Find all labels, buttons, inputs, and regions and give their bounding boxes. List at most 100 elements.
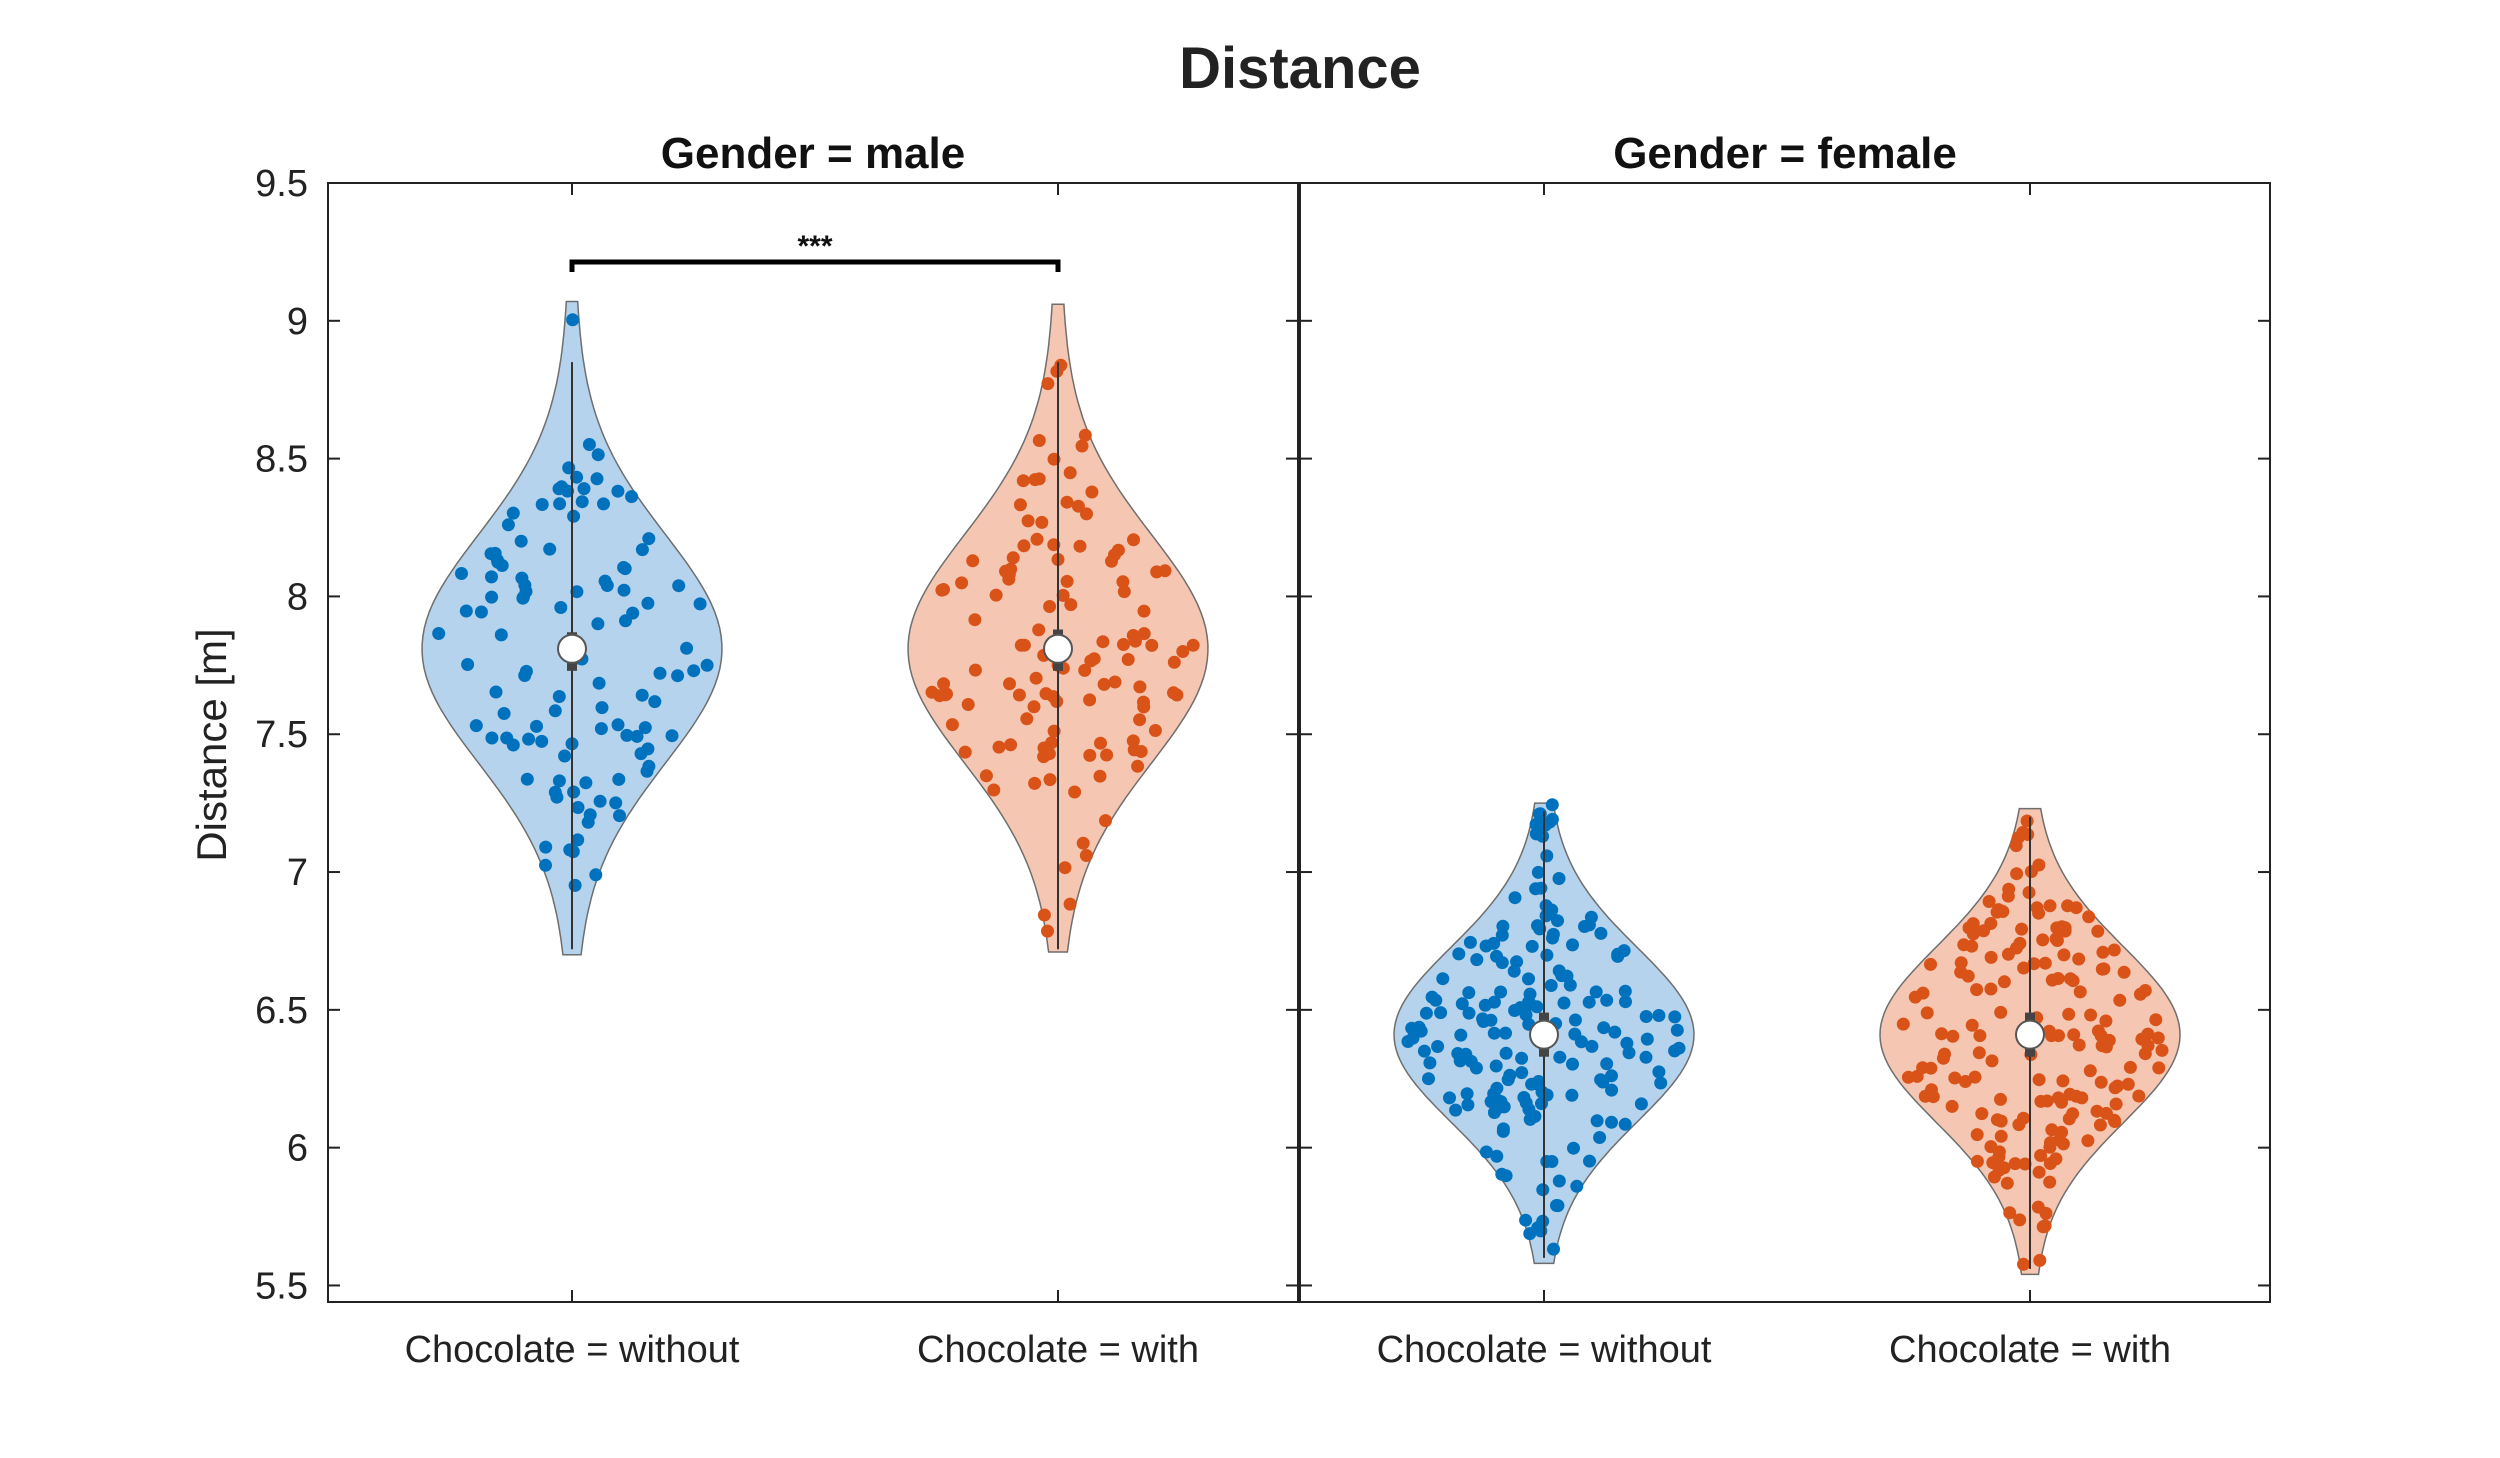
data-point bbox=[1570, 1179, 1584, 1193]
data-point bbox=[1982, 895, 1996, 908]
data-point bbox=[1030, 532, 1044, 546]
data-point bbox=[1597, 1021, 1611, 1035]
data-point bbox=[522, 732, 536, 746]
median-marker bbox=[1529, 1019, 1559, 1050]
data-point bbox=[613, 809, 626, 823]
data-point bbox=[2051, 972, 2065, 985]
data-point bbox=[1990, 1113, 2004, 1127]
panel-title: Gender = male bbox=[661, 129, 965, 178]
data-point bbox=[1958, 1075, 1972, 1088]
data-point bbox=[1126, 734, 1140, 748]
data-point bbox=[2062, 1112, 2076, 1126]
data-point bbox=[1073, 539, 1087, 553]
data-point bbox=[2084, 1008, 2098, 1022]
data-point bbox=[474, 605, 488, 619]
data-point bbox=[1568, 1013, 1582, 1027]
data-point bbox=[945, 718, 959, 732]
data-point bbox=[1972, 1046, 1986, 1060]
data-point bbox=[968, 663, 982, 677]
data-point bbox=[937, 677, 951, 691]
data-point bbox=[1997, 1161, 2011, 1175]
data-point bbox=[1600, 993, 1614, 1007]
x-tick-label: Chocolate = with bbox=[917, 1329, 1199, 1371]
data-point bbox=[2018, 1157, 2032, 1171]
data-point bbox=[1097, 677, 1111, 691]
data-point bbox=[1075, 439, 1089, 453]
data-point bbox=[2093, 1118, 2107, 1132]
data-point bbox=[577, 482, 591, 496]
data-point bbox=[1037, 908, 1051, 922]
data-point bbox=[1510, 955, 1524, 969]
data-point bbox=[1935, 1027, 1949, 1041]
data-point bbox=[1546, 927, 1560, 941]
data-point bbox=[1965, 939, 1979, 953]
data-point bbox=[518, 669, 532, 682]
data-point bbox=[1064, 598, 1078, 612]
data-point bbox=[1618, 984, 1632, 998]
data-point bbox=[1529, 827, 1543, 841]
data-point bbox=[1519, 1213, 1533, 1227]
data-point bbox=[1027, 700, 1041, 714]
data-point bbox=[1992, 1145, 2006, 1159]
data-point bbox=[1608, 1025, 1622, 1039]
data-point bbox=[1417, 1044, 1431, 1058]
data-point bbox=[2149, 1013, 2163, 1027]
data-point bbox=[1593, 1131, 1607, 1144]
data-point bbox=[552, 690, 566, 703]
data-point bbox=[1975, 1107, 1989, 1121]
data-point bbox=[1116, 575, 1130, 589]
data-point bbox=[1565, 1088, 1579, 1102]
data-point bbox=[1145, 638, 1159, 652]
data-point bbox=[597, 497, 610, 511]
data-point bbox=[570, 585, 584, 599]
data-point bbox=[1652, 1065, 1666, 1079]
data-point bbox=[1436, 972, 1450, 986]
data-point bbox=[1984, 917, 1998, 930]
data-point bbox=[1469, 1061, 1483, 1075]
data-point bbox=[935, 583, 949, 597]
data-point bbox=[1134, 745, 1148, 758]
data-point bbox=[1640, 1032, 1654, 1046]
data-point bbox=[1532, 807, 1546, 821]
data-point bbox=[567, 509, 581, 523]
data-point bbox=[665, 729, 679, 743]
y-tick-label: 9 bbox=[287, 301, 308, 343]
axes-box bbox=[1299, 182, 2271, 1303]
data-point bbox=[1566, 1057, 1579, 1071]
data-point bbox=[1460, 1087, 1474, 1101]
data-point bbox=[1525, 939, 1539, 953]
data-point bbox=[1443, 1091, 1456, 1105]
data-point bbox=[1970, 1128, 1984, 1142]
data-point bbox=[2072, 1038, 2086, 1052]
chart-title: Distance bbox=[1179, 36, 1421, 101]
data-point bbox=[1176, 645, 1190, 658]
panels: Gender = male 5.5 6 6.5 7 7.5 8 8.5 9 9.5 Chocolat… bbox=[255, 129, 2271, 1371]
y-tick-label: 8 bbox=[287, 576, 308, 618]
data-point bbox=[515, 571, 529, 585]
data-point bbox=[1167, 686, 1180, 700]
data-point bbox=[2121, 1077, 2135, 1091]
data-point bbox=[501, 518, 515, 532]
data-point bbox=[1032, 434, 1046, 447]
significance-label: *** bbox=[797, 230, 832, 263]
data-point bbox=[1618, 1117, 1632, 1131]
data-point bbox=[1945, 1099, 1959, 1113]
data-point bbox=[2096, 945, 2110, 959]
data-point bbox=[1013, 498, 1027, 512]
data-point bbox=[459, 604, 473, 618]
data-point bbox=[579, 776, 593, 790]
data-point bbox=[1490, 1149, 1504, 1163]
data-point bbox=[1589, 985, 1603, 999]
data-point bbox=[1984, 950, 1998, 964]
data-point bbox=[2094, 1075, 2108, 1089]
data-point bbox=[1454, 1028, 1468, 1042]
data-point bbox=[497, 707, 511, 720]
data-point bbox=[992, 740, 1006, 754]
data-point bbox=[2030, 901, 2044, 915]
data-point bbox=[591, 448, 605, 462]
data-point bbox=[2081, 1134, 2095, 1148]
data-point bbox=[2050, 921, 2064, 935]
data-point bbox=[1078, 428, 1092, 442]
data-point bbox=[1063, 466, 1077, 480]
data-point bbox=[1540, 948, 1554, 962]
